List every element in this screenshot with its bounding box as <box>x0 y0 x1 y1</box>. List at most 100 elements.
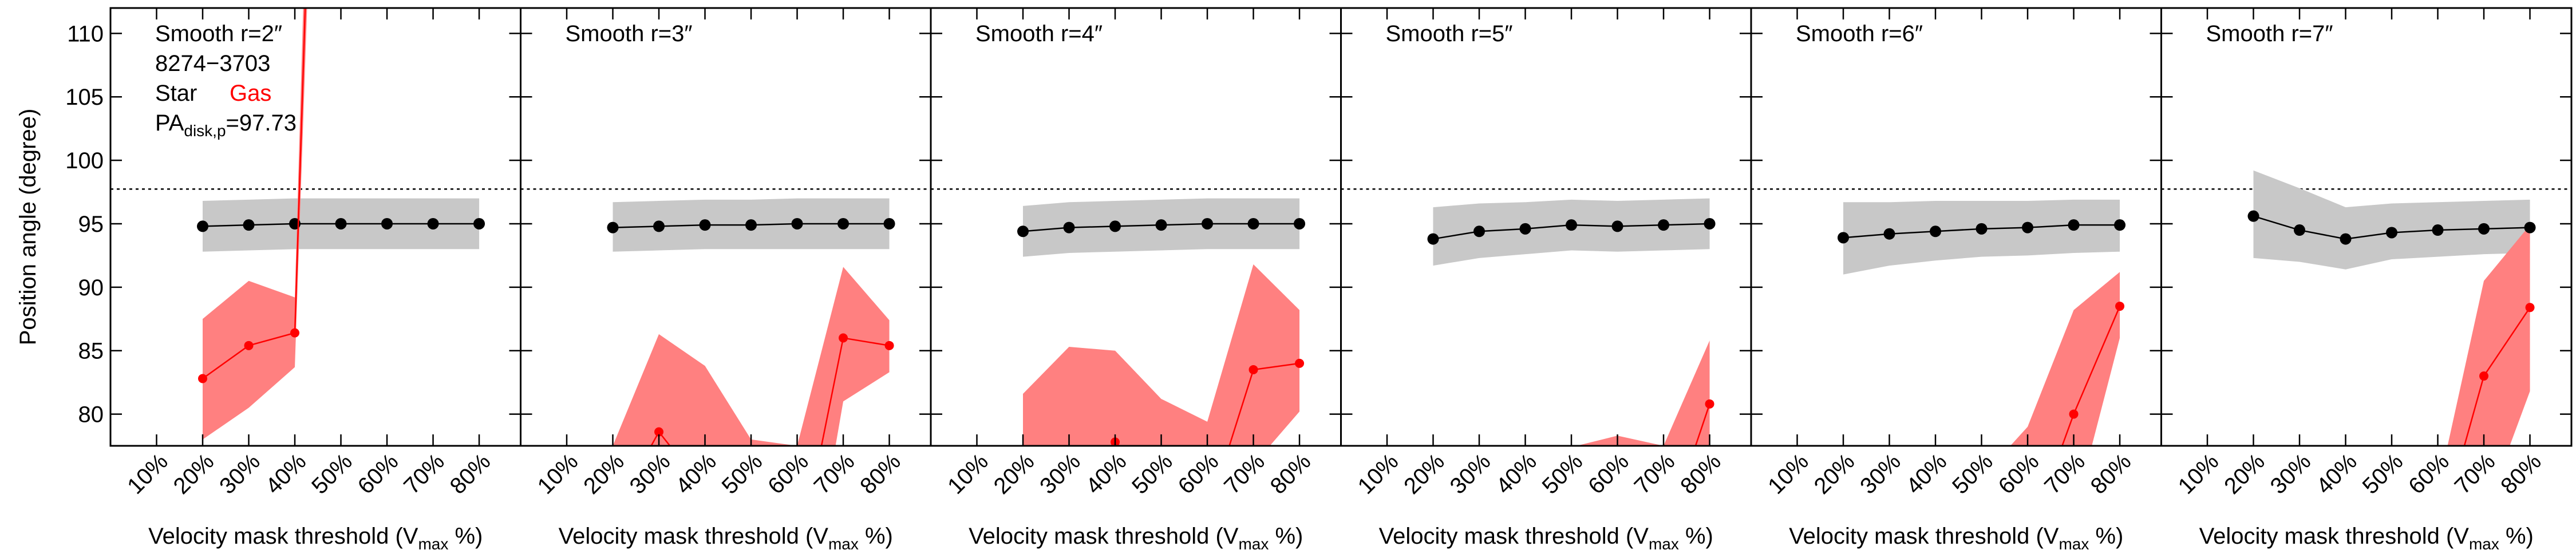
panel-title: Smooth r=6″ <box>1796 21 1923 46</box>
x-tick-label: 80% <box>1266 449 1316 499</box>
x-tick-label: 50% <box>1947 449 1998 499</box>
x-tick-label: 20% <box>579 449 629 499</box>
pa-subscript: disk,p <box>184 122 226 140</box>
data-point <box>197 220 209 232</box>
data-point <box>335 217 347 229</box>
data-point <box>1473 225 1485 238</box>
x-axis-label: Velocity mask threshold (Vmax %) <box>1789 524 2123 553</box>
data-point <box>243 219 255 231</box>
data-point <box>381 217 393 229</box>
error-band <box>1023 264 1300 446</box>
data-point <box>839 333 848 343</box>
error-band <box>1433 198 1710 266</box>
data-point <box>1427 233 1439 245</box>
x-tick-label: 80% <box>2086 449 2136 499</box>
legend-entry: Star <box>155 81 197 106</box>
x-tick-label: 30% <box>2266 449 2316 499</box>
data-point <box>1018 511 1028 520</box>
data-point <box>1065 486 1074 495</box>
data-point <box>2432 224 2444 236</box>
panel: 10%20%30%40%50%60%70%80% Velocity mask th… <box>1340 7 1752 553</box>
x-axis-label-subscript: max <box>828 535 859 553</box>
data-point <box>1519 223 1531 235</box>
x-tick-label: 10% <box>533 449 583 499</box>
data-point <box>2525 303 2535 312</box>
data-point <box>1611 220 1623 232</box>
x-axis-label: Velocity mask threshold (Vmax %) <box>559 524 893 553</box>
data-point <box>1658 219 1670 231</box>
panel-title: Smooth r=5″ <box>1386 21 1513 46</box>
pa-label: PA <box>155 110 184 136</box>
panel: 10%20%30%40%50%60%70%80% Velocity mask th… <box>520 7 932 553</box>
data-point <box>884 341 894 350</box>
plot-area <box>110 8 521 440</box>
x-axis-label-text: Velocity mask threshold (V <box>969 524 1239 549</box>
plot-area <box>931 188 1341 520</box>
panel-title: Smooth r=7″ <box>2206 21 2333 46</box>
data-point <box>1202 217 1214 229</box>
annotation: 8274−3703 <box>155 51 270 76</box>
data-point <box>701 486 710 495</box>
panel: 80 85 90 95 100 105 110 10%20%30%40%50%60%70%80… <box>15 7 521 553</box>
data-point <box>473 217 485 229</box>
x-axis-label-tail: %) <box>448 524 483 549</box>
error-band <box>1576 340 1710 446</box>
error-band <box>2253 170 2530 270</box>
data-point <box>1157 486 1166 495</box>
data-point <box>1294 217 1306 229</box>
x-tick-label: 60% <box>1994 449 2044 499</box>
x-tick-label: 30% <box>625 449 675 499</box>
data-point <box>1017 225 1029 238</box>
panel-title: Smooth r=3″ <box>566 21 693 46</box>
x-axis-label-text: Velocity mask threshold (V <box>1789 524 2059 549</box>
data-point <box>2340 233 2352 245</box>
x-tick-label: 70% <box>1219 449 1270 499</box>
data-point <box>2068 219 2080 231</box>
x-tick-label: 50% <box>1127 449 1178 499</box>
plot-area <box>520 188 931 495</box>
data-point <box>1295 358 1305 368</box>
x-axis-label-text: Velocity mask threshold (V <box>148 524 418 549</box>
data-point <box>2524 221 2536 234</box>
x-axis-label-text: Velocity mask threshold (V <box>559 524 829 549</box>
x-tick-label: 50% <box>1538 449 1588 499</box>
data-point <box>1155 219 1167 231</box>
panel: 10%20%30%40%50%60%70%80% Velocity mask th… <box>2160 7 2573 553</box>
x-tick-label: 40% <box>1902 449 1952 499</box>
data-point <box>699 219 711 231</box>
data-point <box>2386 227 2398 239</box>
x-tick-label: 20% <box>1809 449 1860 499</box>
data-point <box>791 217 803 229</box>
data-point <box>2478 223 2490 235</box>
data-point <box>1203 511 1212 520</box>
x-axis-label: Velocity mask threshold (Vmax %) <box>969 524 1303 553</box>
x-axis-label: Velocity mask threshold (Vmax %) <box>1379 524 1713 553</box>
x-tick-label: 40% <box>1491 449 1542 499</box>
data-point <box>883 217 895 229</box>
x-axis-label-tail: %) <box>1679 524 1713 549</box>
data-point <box>427 217 439 229</box>
data-point <box>1249 365 1258 374</box>
data-point <box>1705 399 1714 409</box>
x-tick-label: 80% <box>1676 449 1726 499</box>
x-tick-label: 60% <box>1583 449 1634 499</box>
x-axis-label-subscript: max <box>2469 535 2499 553</box>
x-tick-label: 20% <box>989 449 1040 499</box>
x-tick-label: 60% <box>763 449 813 499</box>
x-tick-label: 50% <box>717 449 768 499</box>
panel: 10%20%30%40%50%60%70%80% Velocity mask th… <box>1750 7 2162 553</box>
x-tick-label: 30% <box>215 449 265 499</box>
x-tick-label: 70% <box>2450 449 2500 499</box>
x-tick-label: 10% <box>2174 449 2224 499</box>
data-point <box>1566 219 1578 231</box>
y-tick-label: 95 <box>78 212 104 237</box>
error-band <box>1843 199 2120 275</box>
data-point <box>1063 221 1075 234</box>
data-point <box>2247 210 2259 222</box>
panel-title: Smooth r=4″ <box>975 21 1103 46</box>
plot-area <box>1751 188 2162 446</box>
x-tick-label: 30% <box>1445 449 1496 499</box>
x-axis-label-text: Velocity mask threshold (V <box>1379 524 1649 549</box>
x-tick-label: 30% <box>1035 449 1085 499</box>
pa-equals: = <box>226 110 239 136</box>
